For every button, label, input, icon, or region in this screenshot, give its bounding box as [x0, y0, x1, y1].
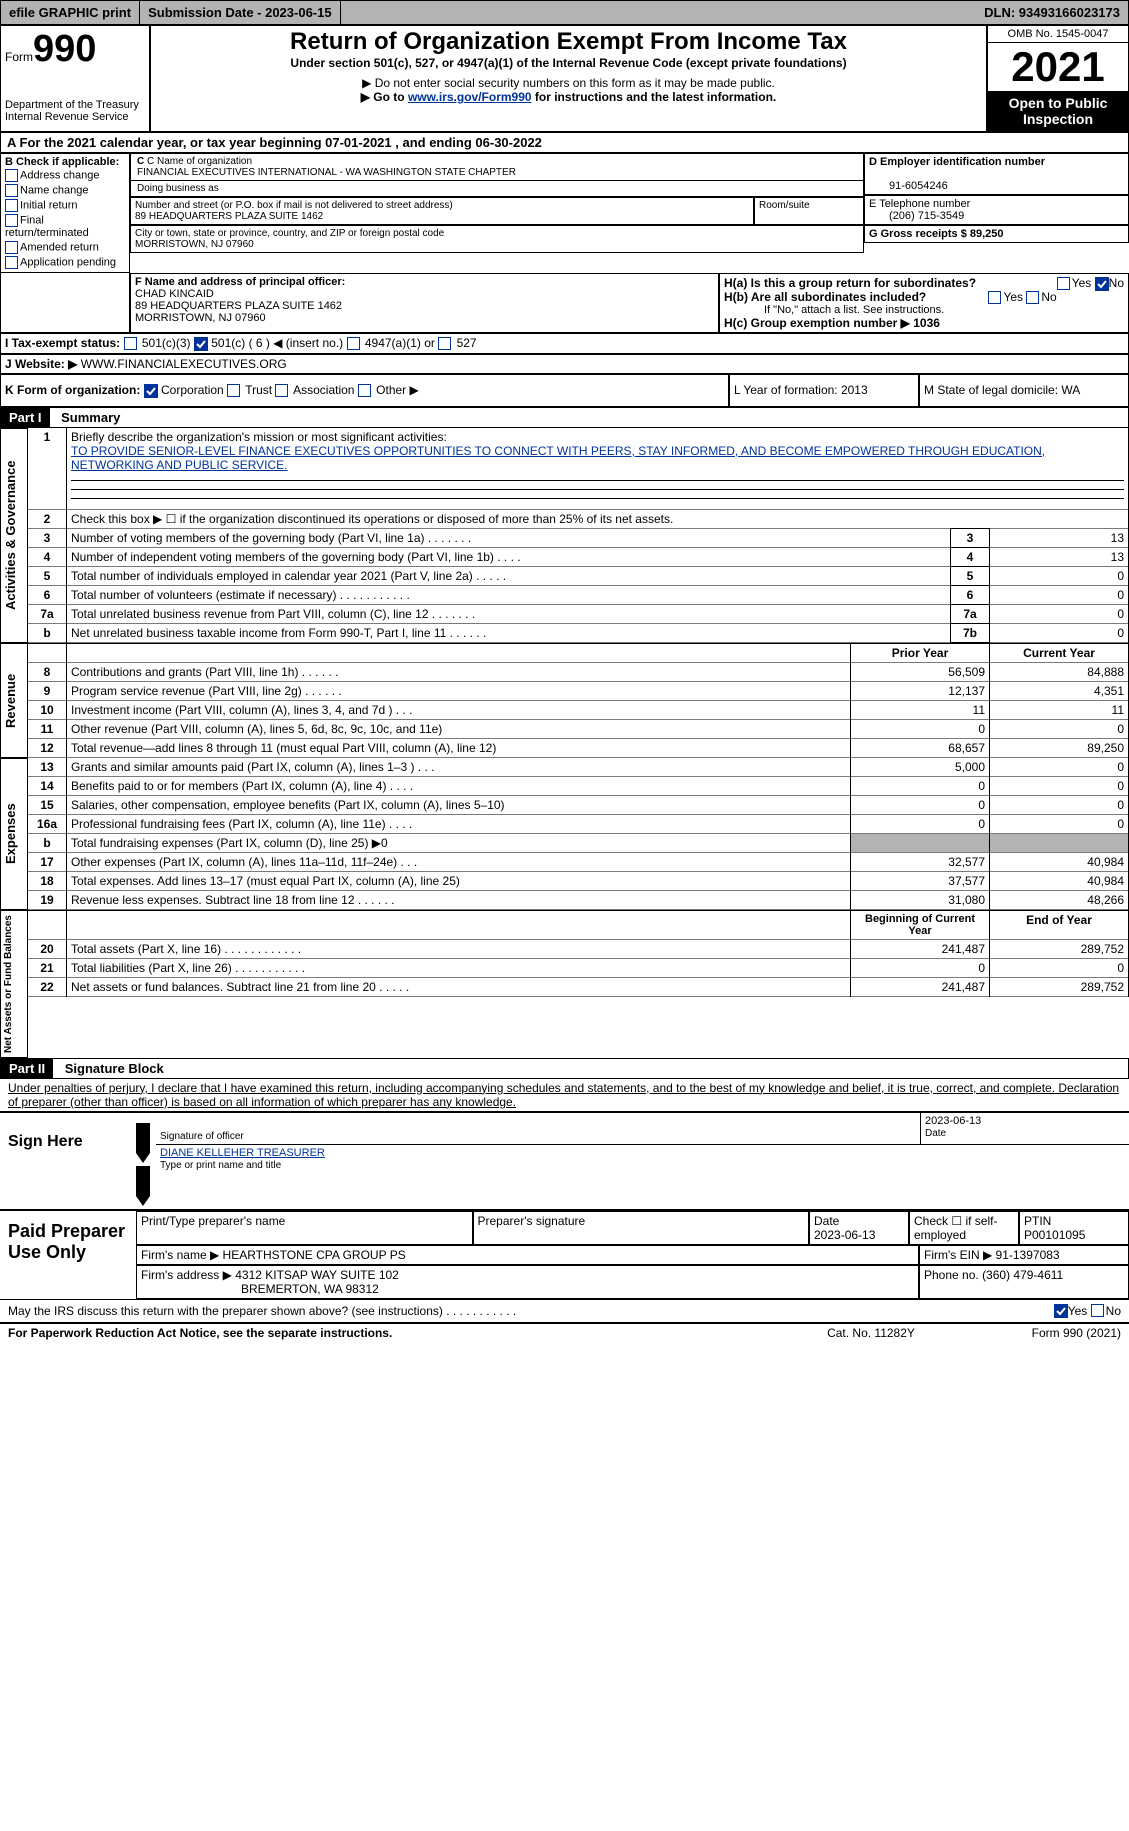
d-label: D Employer identification number — [869, 156, 1045, 168]
top-bar: efile GRAPHIC print Submission Date - 20… — [0, 0, 1129, 25]
org-name: FINANCIAL EXECUTIVES INTERNATIONAL - WA … — [137, 167, 516, 178]
officer-name: CHAD KINCAID — [135, 288, 214, 300]
website: WWW.FINANCIALEXECUTIVES.ORG — [81, 357, 287, 371]
section-m: M State of legal domicile: WA — [919, 374, 1129, 407]
sections-bcd: B Check if applicable: Address change Na… — [0, 153, 1129, 273]
efile-label[interactable]: efile GRAPHIC print — [1, 1, 140, 24]
sign-here-section: Sign Here Signature of officer 2023-06-1… — [0, 1111, 1129, 1209]
part1-title: Summary — [53, 408, 128, 427]
part2-header: Part II — [1, 1059, 53, 1078]
opt-pending: Application pending — [20, 256, 116, 268]
form-subtitle: Under section 501(c), 527, or 4947(a)(1)… — [153, 56, 984, 70]
k-label: K Form of organization: — [5, 383, 140, 397]
sign-here-label: Sign Here — [0, 1113, 136, 1209]
discuss-label: May the IRS discuss this return with the… — [8, 1304, 1054, 1318]
j-label: J Website: ▶ — [5, 357, 77, 371]
cat-no: Cat. No. 11282Y — [771, 1326, 971, 1340]
part1-header: Part I — [1, 408, 50, 427]
expenses-label: Expenses — [0, 758, 28, 910]
ein: 91-6054246 — [869, 180, 948, 192]
sections-fh: F Name and address of principal officer:… — [0, 273, 1129, 333]
form-label: Form — [5, 50, 33, 64]
form990-link[interactable]: www.irs.gov/Form990 — [408, 90, 532, 104]
room-label: Room/suite — [754, 197, 864, 225]
part2-title: Signature Block — [57, 1059, 172, 1078]
opt-amended: Amended return — [20, 241, 99, 253]
form-header: Form990 Department of the Treasury Inter… — [0, 25, 1129, 132]
city: MORRISTOWN, NJ 07960 — [135, 239, 254, 250]
g-label: G Gross receipts $ 89,250 — [869, 228, 1004, 240]
note-ssn: ▶ Do not enter social security numbers o… — [153, 76, 984, 90]
checked-icon — [1095, 277, 1109, 291]
form-title: Return of Organization Exempt From Incom… — [153, 28, 984, 56]
c-name-label: C Name of organization — [147, 156, 252, 167]
dln: DLN: 93493166023173 — [976, 1, 1128, 24]
phone: (206) 715-3549 — [869, 210, 964, 222]
submission-date: Submission Date - 2023-06-15 — [140, 1, 341, 24]
form-number: 990 — [33, 28, 96, 70]
section-l: L Year of formation: 2013 — [729, 374, 919, 407]
note-goto-suffix: for instructions and the latest informat… — [532, 90, 777, 104]
dept-treasury: Department of the Treasury — [5, 99, 145, 111]
paid-preparer-label: Paid Preparer Use Only — [0, 1211, 136, 1299]
tax-year: 2021 — [988, 43, 1128, 91]
arrow-icon — [136, 1166, 150, 1206]
mission: TO PROVIDE SENIOR-LEVEL FINANCE EXECUTIV… — [71, 444, 1045, 472]
paperwork-notice: For Paperwork Reduction Act Notice, see … — [8, 1326, 771, 1340]
hb-label: H(b) Are all subordinates included? — [724, 290, 926, 304]
e-label: E Telephone number — [869, 198, 970, 210]
expenses-table: 13Grants and similar amounts paid (Part … — [28, 758, 1129, 910]
f-label: F Name and address of principal officer: — [135, 276, 345, 288]
hb-note: If "No," attach a list. See instructions… — [724, 304, 1124, 316]
form-footer: Form 990 (2021) — [971, 1326, 1121, 1340]
opt-initial: Initial return — [20, 199, 77, 211]
line2: Check this box ▶ ☐ if the organization d… — [67, 509, 1129, 528]
opt-name: Name change — [20, 184, 89, 196]
declaration: Under penalties of perjury, I declare th… — [0, 1079, 1129, 1111]
activities-table: 1 Briefly describe the organization's mi… — [28, 428, 1129, 643]
section-b-label: B Check if applicable: — [5, 156, 125, 168]
line1-label: Briefly describe the organization's miss… — [71, 430, 447, 444]
officer-addr1: 89 HEADQUARTERS PLAZA SUITE 1462 — [135, 300, 342, 312]
ha-label: H(a) Is this a group return for subordin… — [724, 276, 976, 290]
street: 89 HEADQUARTERS PLAZA SUITE 1462 — [135, 211, 323, 222]
activities-label: Activities & Governance — [0, 428, 28, 643]
net-table: Beginning of Current YearEnd of Year 20T… — [28, 910, 1129, 997]
checked-icon — [1054, 1304, 1068, 1318]
section-a: A For the 2021 calendar year, or tax yea… — [0, 132, 1129, 153]
opt-address: Address change — [20, 169, 100, 181]
revenue-label: Revenue — [0, 643, 28, 758]
arrow-icon — [136, 1123, 150, 1163]
paid-preparer-section: Paid Preparer Use Only Print/Type prepar… — [0, 1209, 1129, 1299]
street-label: Number and street (or P.O. box if mail i… — [135, 200, 453, 211]
omb-number: OMB No. 1545-0047 — [988, 26, 1128, 43]
sig-officer-label: Signature of officer — [156, 1113, 920, 1145]
officer-addr2: MORRISTOWN, NJ 07960 — [135, 312, 266, 324]
dba-label: Doing business as — [131, 180, 863, 196]
net-label: Net Assets or Fund Balances — [0, 910, 28, 1058]
inspection-label: Open to Public Inspection — [988, 91, 1128, 131]
signer-name[interactable]: DIANE KELLEHER TREASURER — [160, 1147, 325, 1159]
i-label: I Tax-exempt status: — [5, 336, 120, 350]
revenue-table: Prior YearCurrent Year 8Contributions an… — [28, 643, 1129, 758]
city-label: City or town, state or province, country… — [135, 228, 444, 239]
note-goto-prefix: ▶ Go to — [361, 90, 408, 104]
hc-label: H(c) Group exemption number ▶ 1036 — [724, 316, 1124, 330]
dept-irs: Internal Revenue Service — [5, 111, 145, 123]
